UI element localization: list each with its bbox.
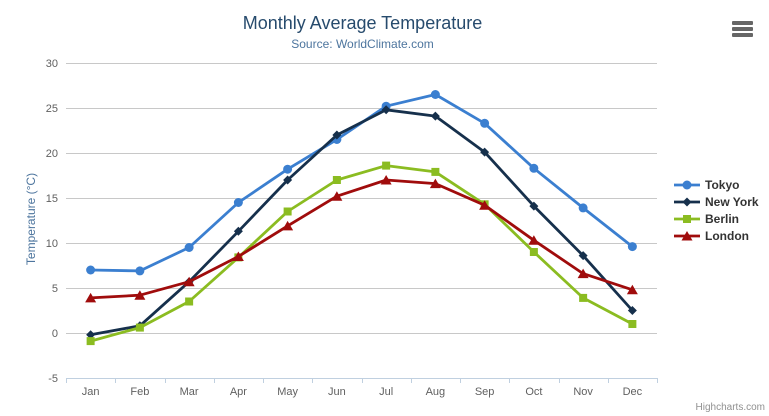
series-new-york [86,105,637,340]
menu-bar [732,27,753,31]
series-berlin [86,161,637,346]
data-point[interactable] [528,235,540,245]
data-point[interactable] [431,167,440,176]
data-point[interactable] [135,323,144,332]
x-axis-label: Feb [130,386,149,398]
x-axis-label: Nov [573,386,593,398]
legend-label: London [705,228,749,243]
data-point[interactable] [480,147,490,157]
highcharts-credits-link[interactable]: Highcharts.com [695,402,765,413]
series-new-york-line [89,108,634,337]
london-triangle-marker-icon [674,230,700,241]
menu-bar [732,21,753,25]
x-axis-label: Jan [82,386,100,398]
y-axis-title: Temperature (°C) [24,172,38,266]
data-point[interactable] [283,175,293,185]
new-york-diamond-marker-icon [674,197,700,206]
data-point[interactable] [578,251,588,261]
data-point[interactable] [283,207,292,216]
data-point[interactable] [682,197,692,206]
data-point[interactable] [86,330,96,340]
data-point[interactable] [529,248,538,256]
data-point[interactable] [626,284,638,295]
y-axis-label: 0 [52,328,58,340]
y-axis-label: 10 [46,238,58,250]
data-point[interactable] [579,293,588,302]
legend-label: Tokyo [705,177,740,192]
data-point[interactable] [479,200,491,210]
x-axis-label: Jun [328,386,346,398]
y-axis-label: -5 [48,373,58,385]
data-point[interactable] [233,198,243,207]
data-point[interactable] [232,251,244,262]
data-point[interactable] [135,266,145,276]
legend-label: Berlin [705,211,740,226]
legend-label: New York [705,194,759,209]
data-point[interactable] [183,276,195,287]
data-point[interactable] [529,163,539,173]
series-berlin-line [89,164,634,343]
y-axis-label: 30 [46,58,58,70]
data-point[interactable] [382,161,391,170]
data-point[interactable] [381,105,391,115]
x-axis-label: Aug [426,386,446,398]
data-point[interactable] [577,268,589,279]
data-point[interactable] [529,201,539,211]
y-axis-label: 20 [46,148,58,160]
data-point[interactable] [134,290,146,300]
series-london [85,175,638,303]
x-axis-label: Apr [230,386,247,398]
data-point[interactable] [380,175,392,185]
data-point[interactable] [682,180,692,189]
data-point[interactable] [429,178,441,189]
y-axis-label: 5 [52,283,58,295]
data-point[interactable] [184,243,194,252]
data-point[interactable] [628,320,637,328]
data-point[interactable] [681,230,693,241]
data-point[interactable] [86,337,95,346]
x-axis-label: Oct [525,386,542,398]
x-axis-label: Jul [379,386,393,398]
data-point[interactable] [85,292,97,303]
x-axis-label: Sep [475,386,495,398]
data-point[interactable] [86,265,96,275]
chart-subtitle: Source: WorldClimate.com [291,37,434,51]
export-menu-icon[interactable] [732,21,753,37]
series-tokyo [86,90,637,276]
menu-bar [732,33,753,37]
berlin-square-marker-icon [674,214,700,223]
data-point[interactable] [332,176,341,184]
series-london-line [89,178,634,300]
tokyo-circle-marker-icon [674,180,700,189]
y-axis-label: 25 [46,103,58,115]
data-point[interactable] [683,214,691,223]
legend-item-tokyo[interactable]: Tokyo [674,176,769,193]
data-point[interactable] [627,242,637,252]
data-point[interactable] [185,297,194,306]
data-point[interactable] [430,90,440,99]
x-axis-label: Mar [180,386,199,398]
legend: Tokyo New York Berlin London [674,176,769,244]
chart-title: Monthly Average Temperature [242,13,483,33]
x-axis-label: Dec [623,386,643,398]
y-axis-label: 15 [46,193,58,205]
x-axis-label: May [277,386,298,398]
data-point[interactable] [578,203,588,213]
legend-item-berlin[interactable]: Berlin [674,210,769,227]
data-point[interactable] [283,164,293,174]
data-point[interactable] [430,111,440,121]
data-point[interactable] [233,226,243,236]
data-point[interactable] [331,191,343,201]
data-point[interactable] [332,130,342,140]
data-point[interactable] [480,118,490,128]
data-point[interactable] [282,220,294,231]
legend-item-new-york[interactable]: New York [674,193,769,210]
data-point[interactable] [627,306,637,315]
legend-item-london[interactable]: London [674,227,769,244]
